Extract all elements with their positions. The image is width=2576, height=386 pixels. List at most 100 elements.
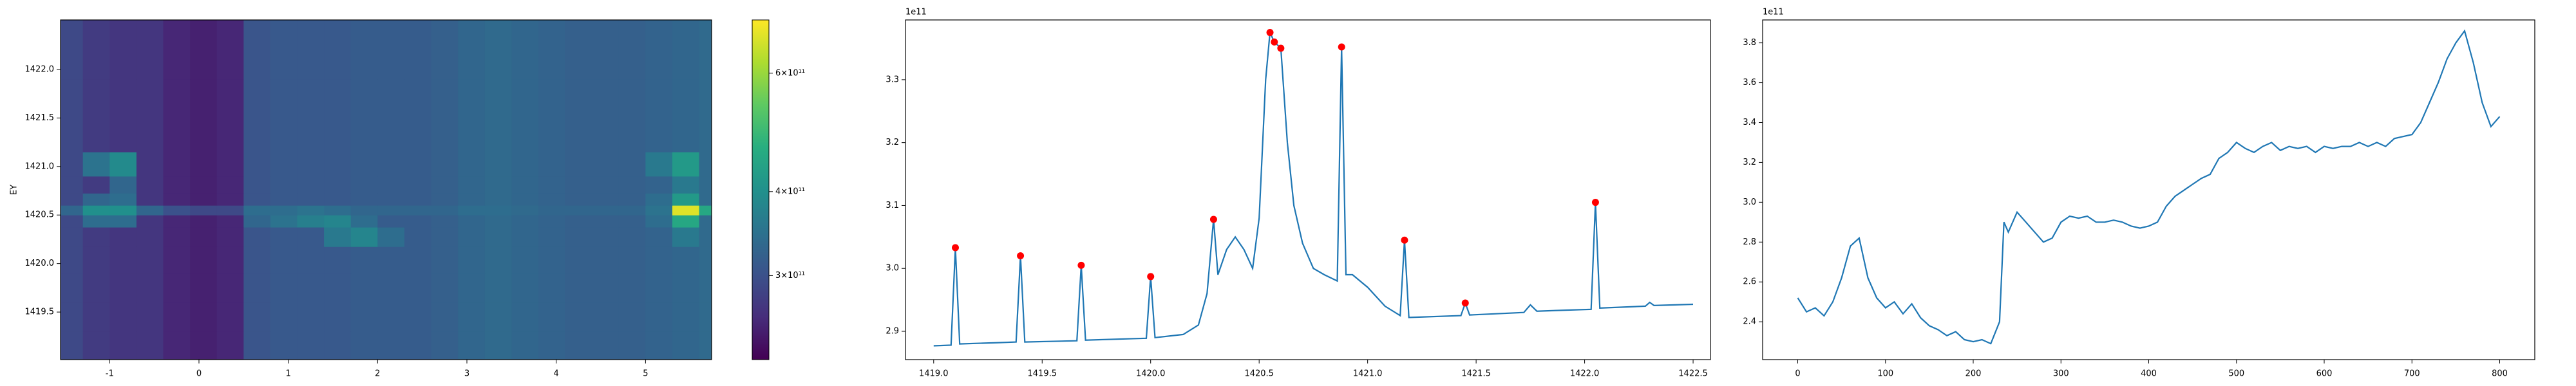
heatmap-cell bbox=[163, 331, 191, 360]
heatmap-cell bbox=[565, 246, 592, 274]
heatmap-cell bbox=[404, 246, 432, 274]
x-tick-label: 1 bbox=[286, 369, 291, 379]
heatmap-cell bbox=[618, 176, 646, 194]
heatmap-cell bbox=[699, 302, 712, 332]
heatmap-cell bbox=[592, 79, 620, 118]
y-tick-label: 3.0 bbox=[886, 264, 899, 273]
heatmap-cell bbox=[645, 79, 673, 118]
heatmap-cell bbox=[484, 246, 512, 274]
peak-marker bbox=[1461, 299, 1469, 307]
heatmap-cell bbox=[484, 193, 512, 206]
heatmap-cell bbox=[377, 273, 405, 303]
heatmap-cell bbox=[243, 246, 271, 274]
heatmap-cell bbox=[377, 331, 405, 360]
heatmap-cell bbox=[458, 302, 486, 332]
heatmap-cell bbox=[163, 118, 191, 152]
heatmap-cell bbox=[216, 205, 244, 216]
x-tick-label: 700 bbox=[2404, 369, 2420, 379]
heatmap-cell bbox=[136, 20, 164, 80]
heatmap-cell bbox=[82, 302, 110, 332]
y-tick-label: 1419.5 bbox=[25, 308, 55, 317]
heatmap-cell bbox=[297, 118, 325, 152]
heatmap-cell bbox=[672, 246, 700, 274]
heatmap-cell bbox=[377, 246, 405, 274]
heatmap-cell bbox=[699, 193, 712, 206]
heatmap-cell bbox=[592, 273, 620, 303]
heatmap-cell bbox=[538, 79, 566, 118]
heatmap-cell bbox=[216, 302, 244, 332]
heatmap-cell bbox=[484, 20, 512, 80]
heatmap-cell bbox=[484, 302, 512, 332]
heatmap-cell bbox=[270, 118, 298, 152]
heatmap-cell bbox=[645, 273, 673, 303]
heatmap-cell bbox=[484, 152, 512, 177]
heatmap-cell bbox=[61, 79, 84, 118]
heatmap-cell bbox=[431, 152, 459, 177]
heatmap-cell bbox=[511, 79, 539, 118]
colorbar-tick-label: 3×10¹¹ bbox=[775, 271, 805, 280]
heatmap-cell bbox=[484, 331, 512, 360]
heatmap-cell bbox=[404, 205, 432, 216]
heatmap-cell bbox=[324, 205, 352, 216]
heatmap-cell bbox=[511, 118, 539, 152]
heatmap-cell bbox=[216, 79, 244, 118]
heatmap-cell bbox=[324, 79, 352, 118]
x-tick-label: 2 bbox=[375, 369, 380, 379]
heatmap-cell bbox=[511, 20, 539, 80]
heatmap-cell bbox=[216, 152, 244, 177]
peak-marker bbox=[951, 244, 959, 252]
heatmap-cell bbox=[431, 246, 459, 274]
heatmap-cell bbox=[82, 193, 110, 206]
heatmap-cell bbox=[511, 302, 539, 332]
heatmap-cell bbox=[82, 331, 110, 360]
heatmap-cell bbox=[109, 273, 137, 303]
heatmap-cell bbox=[377, 205, 405, 216]
heatmap-cell bbox=[511, 273, 539, 303]
y-tick-label: 3.0 bbox=[1743, 198, 1756, 207]
heatmap-cell bbox=[538, 273, 566, 303]
heatmap-cell bbox=[243, 227, 271, 247]
heatmap-cell bbox=[592, 331, 620, 360]
x-tick-label: 1419.5 bbox=[1028, 369, 1057, 379]
line-series bbox=[1797, 29, 2501, 345]
heatmap-cell bbox=[699, 205, 712, 216]
heatmap-cell bbox=[270, 152, 298, 177]
heatmap-cell bbox=[484, 227, 512, 247]
heatmap-cell bbox=[190, 20, 218, 80]
heatmap-cell bbox=[109, 152, 137, 177]
heatmap-cell bbox=[404, 331, 432, 360]
heatmap-cell bbox=[216, 227, 244, 247]
heatmap-cell bbox=[511, 331, 539, 360]
heatmap-cell bbox=[61, 302, 84, 332]
x-tick-label: 5 bbox=[643, 369, 648, 379]
x-tick-label: 0 bbox=[1795, 369, 1800, 379]
colorbar-tick-label: 6×10¹¹ bbox=[775, 68, 805, 78]
heatmap-cell bbox=[377, 152, 405, 177]
heatmap-cell bbox=[377, 20, 405, 80]
heatmap-cell bbox=[190, 193, 218, 206]
heatmap-cell bbox=[672, 79, 700, 118]
heatmap-cell bbox=[431, 273, 459, 303]
heatmap-cell bbox=[297, 79, 325, 118]
heatmap-cell bbox=[243, 205, 271, 216]
heatmap-cell bbox=[458, 193, 486, 206]
heatmap-cell bbox=[538, 176, 566, 194]
x-tick-label: 1420.5 bbox=[1244, 369, 1274, 379]
heatmap-cell bbox=[565, 273, 592, 303]
heatmap-cell bbox=[699, 152, 712, 177]
heatmap-cell bbox=[565, 176, 592, 194]
heatmap-cell bbox=[350, 79, 378, 118]
heatmap-cell bbox=[61, 118, 84, 152]
heatmap-cell bbox=[618, 246, 646, 274]
heatmap-cell bbox=[136, 302, 164, 332]
heatmap-cell bbox=[672, 193, 700, 206]
heatmap-cell bbox=[243, 302, 271, 332]
heatmap-cell bbox=[538, 20, 566, 80]
heatmap-cell bbox=[350, 215, 378, 228]
heatmap-cell bbox=[270, 20, 298, 80]
heatmap-cell bbox=[592, 193, 620, 206]
heatmap-cell bbox=[431, 302, 459, 332]
heatmap-cell bbox=[82, 152, 110, 177]
x-tick-label: 1421.5 bbox=[1461, 369, 1491, 379]
